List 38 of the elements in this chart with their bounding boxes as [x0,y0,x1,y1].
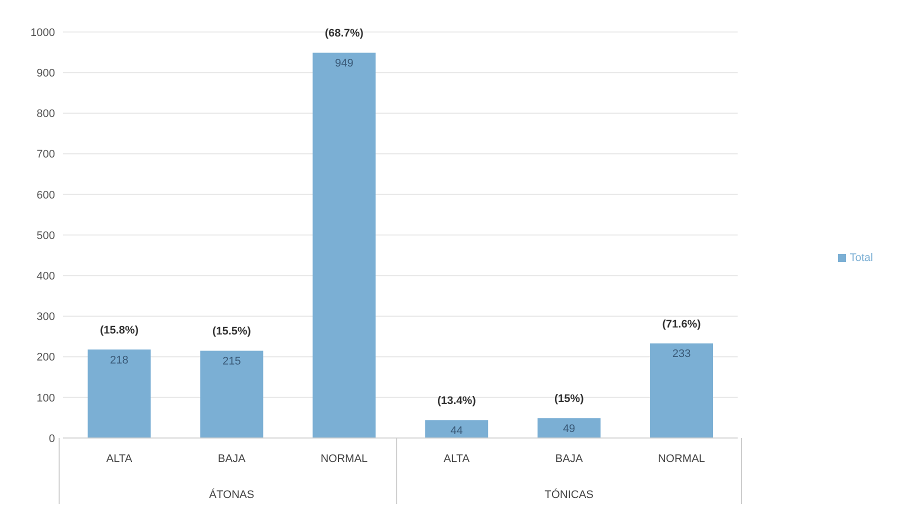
bar [425,420,488,438]
y-tick-label: 400 [36,270,55,283]
y-tick-label: 700 [36,148,55,161]
annotation: (68.7%) [324,28,364,40]
annotation: (15.8%) [100,324,139,336]
y-tick-label: 1000 [30,26,55,39]
bar [312,52,376,438]
x-tick-label: NORMAL [320,453,368,465]
y-tick-label: 100 [36,392,55,404]
bar [200,350,264,438]
annotation: (13.4%) [437,395,476,408]
data-label: 233 [672,348,691,360]
data-label: 44 [450,424,463,437]
annotation: (71.6%) [662,318,702,330]
x-tick-label: NORMAL [658,453,706,465]
y-tick-label: 300 [36,311,55,324]
annotation: (15.5%) [212,326,252,338]
data-label: 49 [562,422,576,435]
text: TÓNICAS [544,488,594,501]
x-tick-label: ALTA [106,453,133,465]
bar [650,343,714,438]
x-tick-label: BAJA [218,453,246,465]
y-tick-label: 900 [36,68,55,80]
x-tick-label: BAJA [555,453,584,465]
y-tick-label: 0 [48,432,55,445]
y-tick-label: 200 [36,352,55,364]
legend-label: Total [850,252,873,264]
x-tick-label: ALTA [444,453,470,465]
bar [88,349,151,438]
y-tick-label: 800 [36,108,55,120]
bar [538,418,601,438]
data-label: 218 [110,354,128,366]
annotation: (15%) [554,393,584,406]
data-label: 949 [334,58,354,70]
y-tick-label: 500 [36,230,55,242]
data-label: 215 [222,356,241,368]
text: ÁTONAS [209,488,254,501]
y-tick-label: 600 [36,189,55,202]
